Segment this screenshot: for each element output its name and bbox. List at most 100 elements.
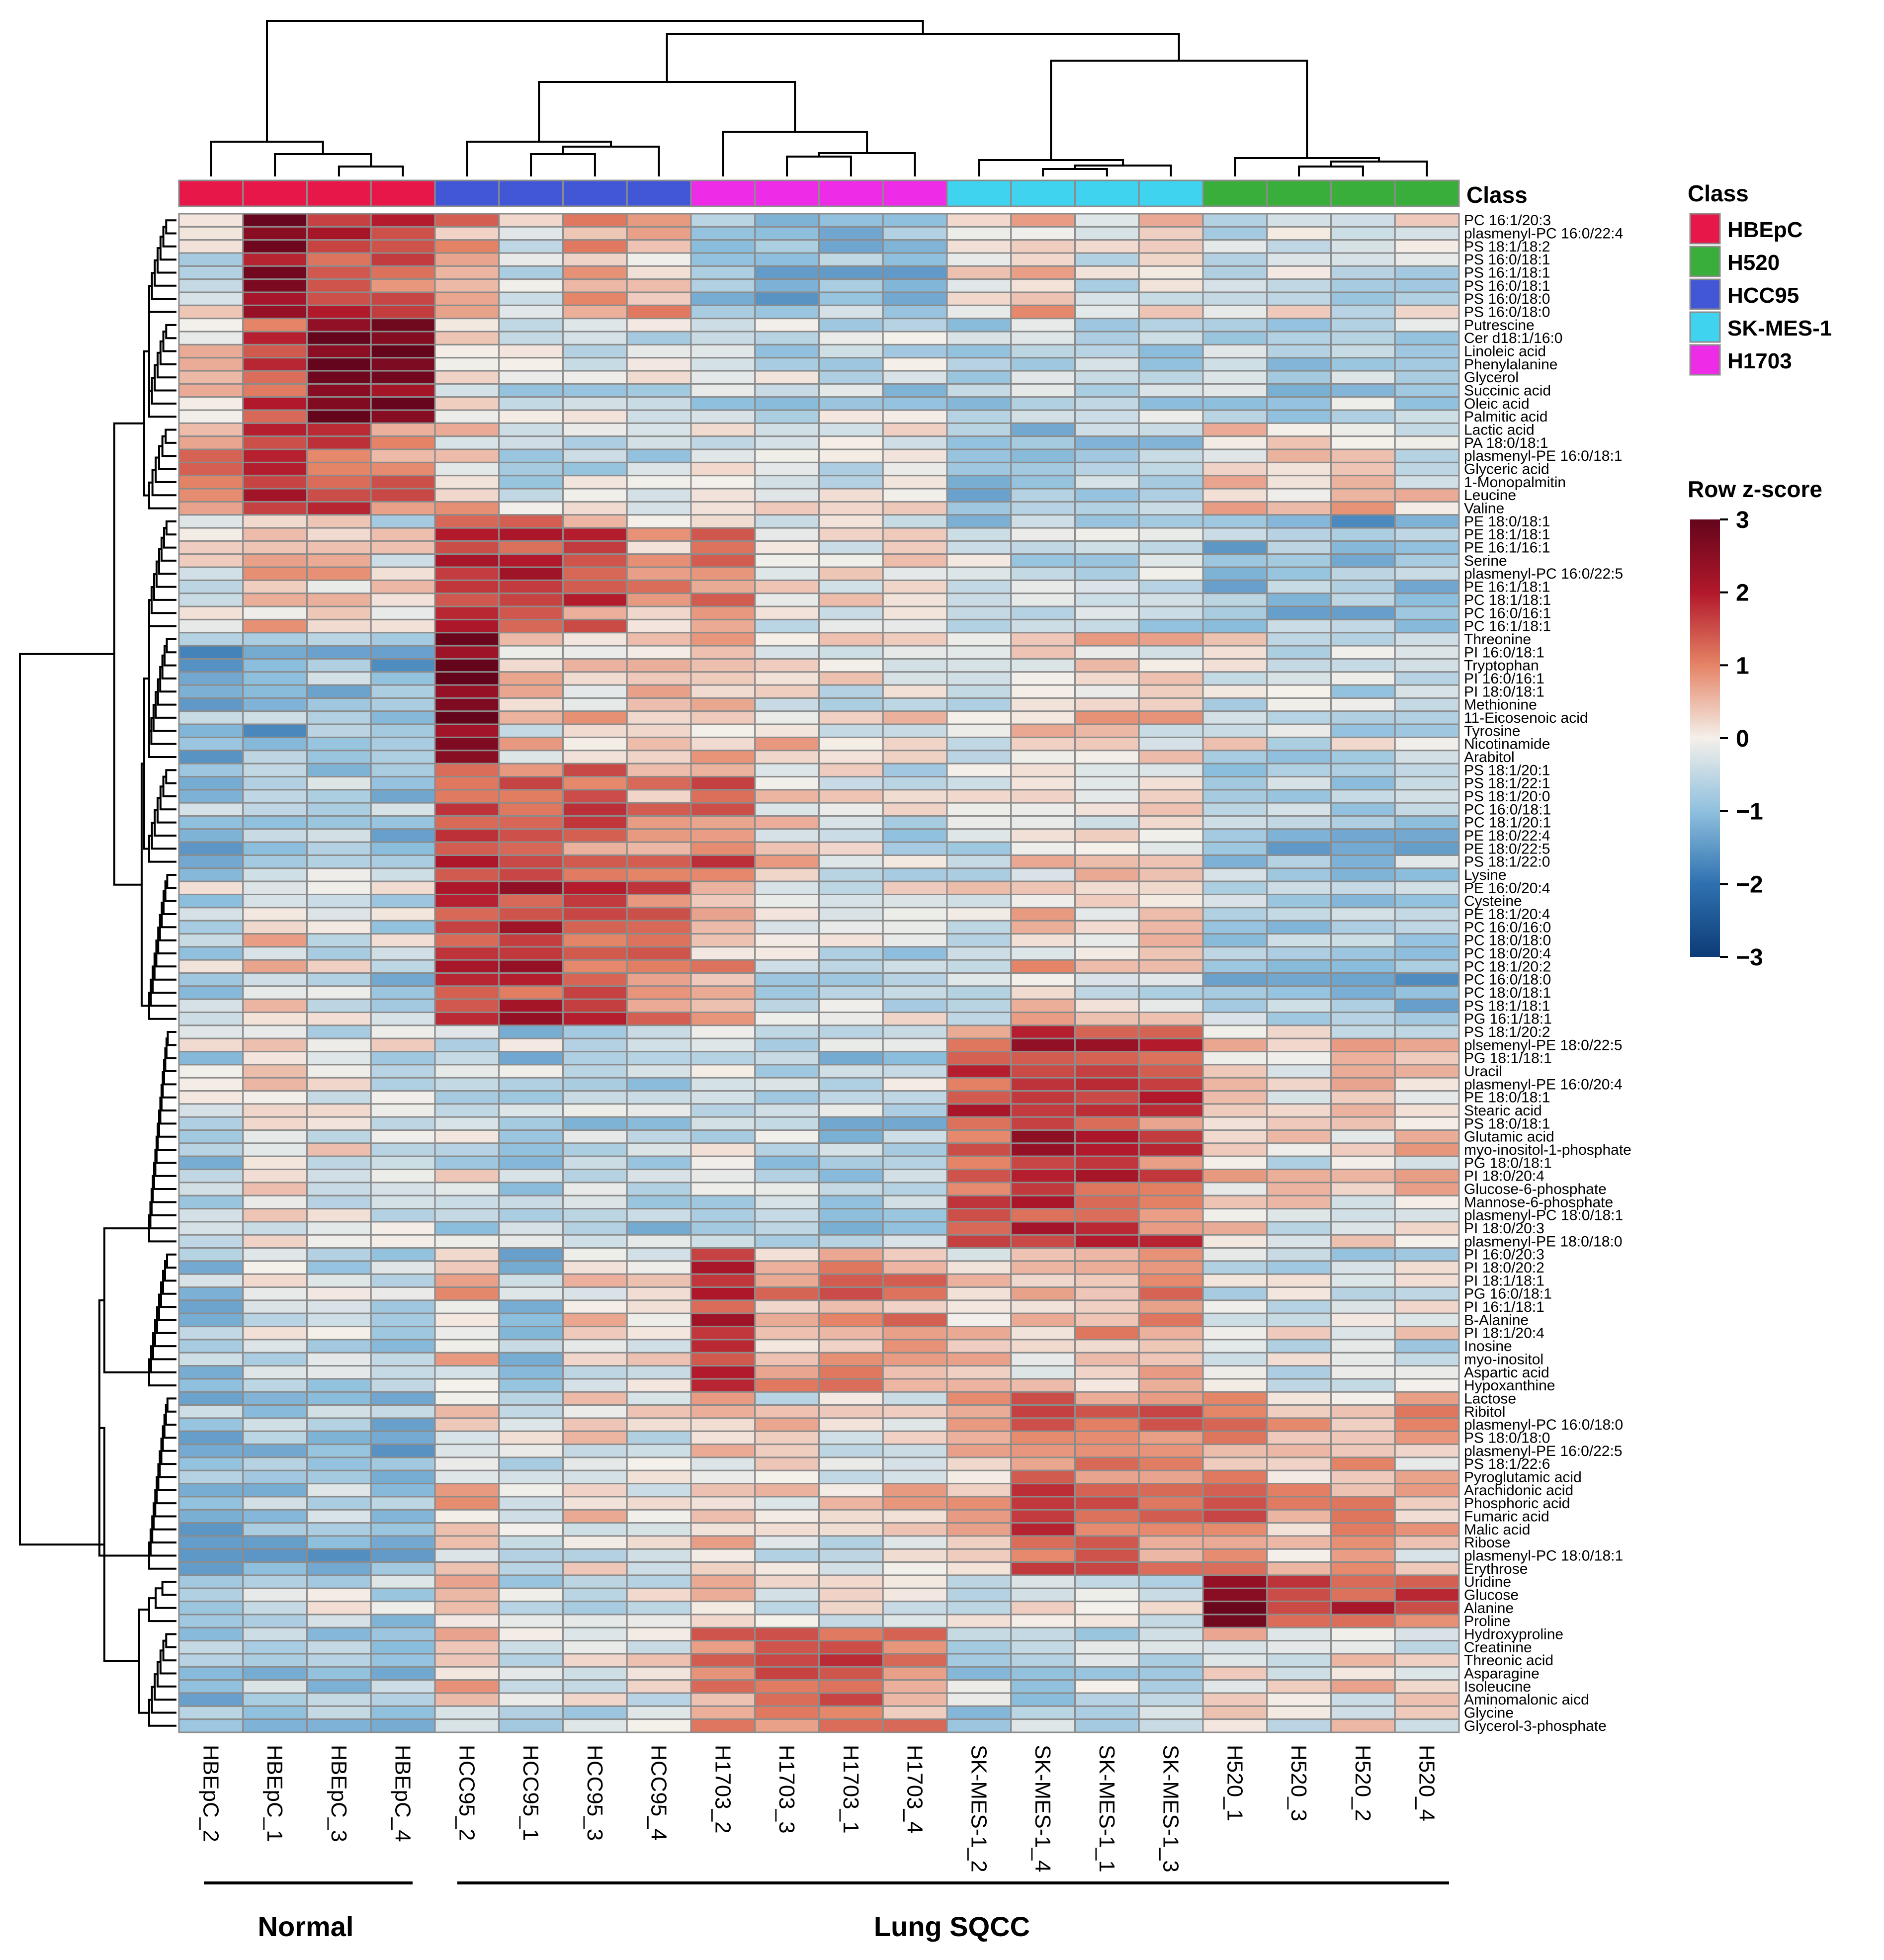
heatmap-cell: [178, 828, 244, 843]
heatmap-cell: [1266, 1247, 1332, 1262]
heatmap-cell: [1394, 1142, 1460, 1157]
heatmap-cell: [946, 1378, 1012, 1393]
heatmap-cell: [626, 1194, 692, 1210]
heatmap-cell: [1138, 291, 1204, 306]
heatmap-cell: [242, 461, 308, 477]
heatmap-cell: [1202, 1037, 1268, 1053]
dendrogram-branch: [166, 874, 176, 889]
heatmap-cell: [626, 1417, 692, 1432]
column-label: HCC95_1: [518, 1745, 543, 1841]
heatmap-cell: [626, 1090, 692, 1105]
heatmap-cell: [690, 435, 756, 450]
heatmap-cell: [1074, 1496, 1140, 1511]
dendrogram-branch: [1042, 168, 1108, 176]
heatmap-cell: [242, 1626, 308, 1642]
heatmap-cell: [754, 1653, 820, 1668]
heatmap-cell: [498, 605, 564, 620]
heatmap-cell: [882, 1469, 948, 1485]
heatmap-cell: [434, 1456, 500, 1471]
heatmap-cell: [434, 343, 500, 359]
heatmap-cell: [1010, 540, 1076, 555]
heatmap-cell: [1074, 1456, 1140, 1471]
heatmap-cell: [754, 1417, 820, 1432]
heatmap-cell: [178, 1574, 244, 1589]
heatmap-cell: [370, 265, 436, 280]
heatmap-cell: [370, 1574, 436, 1589]
heatmap-cell: [1010, 318, 1076, 333]
heatmap-cell: [434, 1626, 500, 1642]
heatmap-cell: [434, 998, 500, 1014]
heatmap-cell: [306, 239, 372, 254]
heatmap-cell: [1394, 658, 1460, 673]
heatmap-cell: [1266, 1705, 1332, 1720]
heatmap-cell: [434, 396, 500, 411]
row-label: PC 16:1/18:1: [1464, 618, 1551, 635]
row-label: Threonine: [1464, 631, 1531, 648]
heatmap-cell: [498, 1024, 564, 1039]
heatmap-cell: [562, 998, 628, 1014]
heatmap-cell: [818, 593, 884, 607]
dendrogram-branch: [166, 638, 176, 654]
heatmap-cell: [562, 1339, 628, 1354]
heatmap-cell: [1266, 1548, 1332, 1563]
heatmap-cell: [882, 1601, 948, 1616]
heatmap-cell: [498, 1194, 564, 1210]
heatmap-cell: [1138, 1326, 1204, 1341]
heatmap-cell: [306, 1155, 372, 1171]
heatmap-cell: [178, 723, 244, 738]
heatmap-cell: [562, 1666, 628, 1681]
heatmap-cell: [242, 645, 308, 660]
heatmap-cell: [242, 1077, 308, 1092]
heatmap-cell: [1394, 252, 1460, 267]
heatmap-cell: [562, 815, 628, 830]
heatmap-cell: [370, 357, 436, 372]
heatmap-cell: [1138, 1312, 1204, 1328]
heatmap-cell: [1202, 1666, 1268, 1681]
heatmap-cell: [818, 475, 884, 490]
heatmap-cell: [1202, 514, 1268, 529]
heatmap-cell: [882, 1247, 948, 1262]
heatmap-cell: [626, 1299, 692, 1314]
heatmap-cell: [1010, 1587, 1076, 1603]
heatmap-cell: [1010, 605, 1076, 620]
heatmap-cell: [434, 750, 500, 765]
heatmap-cell: [1138, 1194, 1204, 1210]
heatmap-cell: [498, 632, 564, 647]
scale-tick-label: 0: [1736, 726, 1749, 752]
heatmap-cell: [818, 618, 884, 634]
heatmap-cell: [690, 1483, 756, 1498]
heatmap-cell: [1010, 1051, 1076, 1066]
heatmap-cell: [1074, 1417, 1140, 1432]
heatmap-cell: [242, 435, 308, 450]
heatmap-cell: [754, 1352, 820, 1367]
heatmap-cell: [242, 946, 308, 961]
heatmap-cell: [818, 1444, 884, 1458]
heatmap-cell: [498, 1051, 564, 1066]
heatmap-cell: [242, 802, 308, 817]
heatmap-cell: [306, 1522, 372, 1537]
row-label: Ribitol: [1464, 1404, 1505, 1420]
heatmap-cell: [370, 1103, 436, 1118]
heatmap-cell: [178, 605, 244, 620]
heatmap-cell: [434, 435, 500, 450]
heatmap-cell: [818, 1535, 884, 1550]
heatmap-cell: [1010, 1339, 1076, 1354]
heatmap-cell: [1074, 1430, 1140, 1446]
heatmap-cell: [818, 946, 884, 961]
heatmap-cell: [370, 802, 436, 817]
heatmap-cell: [690, 1522, 756, 1537]
heatmap-cell: [242, 1221, 308, 1236]
heatmap-cell: [1394, 1037, 1460, 1053]
row-label: PS 18:0/18:0: [1464, 1430, 1550, 1446]
heatmap-cell: [498, 1260, 564, 1275]
heatmap-cell: [818, 1548, 884, 1563]
heatmap-cell: [1266, 593, 1332, 607]
row-label: Methionine: [1464, 697, 1537, 713]
heatmap-cell: [818, 1142, 884, 1157]
heatmap-cell: [1330, 1653, 1396, 1668]
heatmap-cell: [754, 1208, 820, 1223]
heatmap-cell: [818, 239, 884, 254]
heatmap-cell: [1138, 1417, 1204, 1432]
heatmap-cell: [178, 972, 244, 987]
heatmap-cell: [1394, 514, 1460, 529]
